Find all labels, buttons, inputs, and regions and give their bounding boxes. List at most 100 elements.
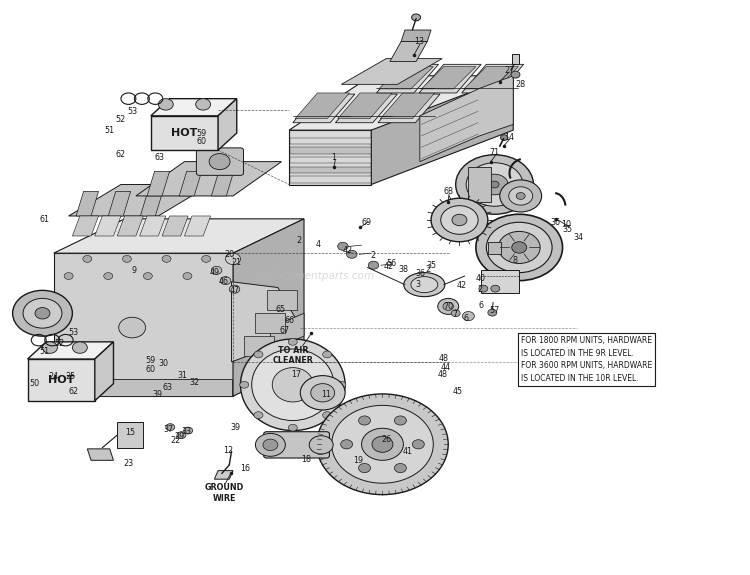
Circle shape — [438, 298, 459, 315]
Text: 2: 2 — [370, 251, 375, 260]
Circle shape — [498, 231, 540, 263]
Circle shape — [82, 255, 92, 262]
Circle shape — [478, 285, 488, 292]
Text: 18: 18 — [302, 455, 311, 463]
FancyBboxPatch shape — [196, 148, 244, 175]
Circle shape — [368, 261, 379, 269]
Circle shape — [64, 273, 73, 279]
Text: 21: 21 — [232, 258, 242, 267]
Circle shape — [263, 439, 278, 451]
Text: 62: 62 — [69, 387, 79, 396]
Text: 42: 42 — [457, 281, 466, 290]
Circle shape — [184, 427, 193, 434]
Circle shape — [220, 277, 231, 285]
Polygon shape — [335, 94, 398, 122]
Circle shape — [413, 440, 424, 449]
Polygon shape — [233, 219, 304, 396]
Polygon shape — [289, 76, 513, 130]
Ellipse shape — [411, 277, 438, 293]
Text: 26: 26 — [381, 435, 392, 444]
Circle shape — [512, 242, 526, 253]
Text: 8: 8 — [512, 255, 517, 264]
Polygon shape — [341, 59, 442, 85]
Polygon shape — [69, 185, 211, 216]
Text: 25: 25 — [65, 372, 75, 381]
Circle shape — [490, 285, 500, 292]
Text: 19: 19 — [353, 456, 364, 465]
Text: 52: 52 — [115, 116, 125, 124]
Circle shape — [300, 375, 345, 410]
FancyBboxPatch shape — [264, 432, 329, 458]
Circle shape — [509, 187, 532, 205]
Circle shape — [452, 214, 467, 226]
Circle shape — [118, 317, 146, 338]
Polygon shape — [151, 99, 237, 116]
Polygon shape — [54, 219, 304, 253]
Circle shape — [358, 416, 370, 425]
Circle shape — [177, 432, 186, 439]
Polygon shape — [464, 67, 518, 89]
Polygon shape — [376, 64, 439, 93]
Circle shape — [490, 181, 499, 188]
Text: 51: 51 — [105, 126, 115, 135]
Circle shape — [240, 381, 249, 388]
Text: 53: 53 — [127, 107, 137, 116]
Circle shape — [35, 308, 50, 319]
Text: 48: 48 — [437, 370, 447, 379]
Polygon shape — [371, 76, 513, 185]
Circle shape — [162, 255, 171, 262]
Polygon shape — [117, 216, 143, 236]
Polygon shape — [267, 290, 296, 310]
Text: 69: 69 — [362, 218, 372, 227]
Polygon shape — [108, 191, 130, 216]
Circle shape — [104, 273, 112, 279]
Text: 11: 11 — [321, 390, 331, 399]
Text: 38: 38 — [398, 265, 409, 274]
Text: 6: 6 — [478, 301, 484, 310]
Polygon shape — [147, 171, 170, 196]
Text: 66: 66 — [284, 316, 294, 325]
Text: 36: 36 — [550, 218, 561, 227]
Polygon shape — [378, 94, 440, 122]
Text: 6: 6 — [464, 315, 469, 324]
Circle shape — [466, 163, 523, 206]
Circle shape — [346, 250, 357, 258]
Circle shape — [394, 463, 406, 473]
Text: 44: 44 — [440, 363, 450, 372]
Polygon shape — [54, 253, 233, 396]
Circle shape — [337, 381, 346, 388]
Polygon shape — [244, 336, 274, 356]
Text: 23: 23 — [123, 459, 134, 468]
Polygon shape — [422, 67, 476, 89]
Polygon shape — [94, 216, 121, 236]
Circle shape — [358, 463, 370, 473]
Text: 20: 20 — [224, 250, 234, 259]
Text: 7: 7 — [452, 310, 458, 319]
Text: 62: 62 — [116, 150, 126, 159]
Text: 9: 9 — [132, 266, 137, 275]
Text: 2: 2 — [478, 285, 483, 294]
Text: 4: 4 — [316, 240, 321, 248]
Polygon shape — [379, 67, 433, 89]
Ellipse shape — [272, 367, 314, 402]
Text: 42: 42 — [383, 262, 394, 271]
Circle shape — [322, 412, 332, 419]
Text: 32: 32 — [189, 378, 200, 387]
Circle shape — [166, 424, 175, 431]
Polygon shape — [94, 342, 113, 401]
Circle shape — [412, 14, 421, 21]
Polygon shape — [256, 313, 285, 333]
Text: 1: 1 — [332, 152, 337, 162]
Circle shape — [309, 436, 333, 454]
Circle shape — [158, 99, 173, 110]
Polygon shape — [136, 162, 281, 196]
Text: 59: 59 — [196, 128, 207, 137]
Text: 13: 13 — [414, 37, 424, 46]
Circle shape — [431, 198, 488, 241]
Polygon shape — [290, 137, 370, 144]
Circle shape — [340, 440, 352, 449]
Polygon shape — [117, 422, 143, 448]
Text: 31: 31 — [177, 370, 188, 380]
Text: 29: 29 — [175, 432, 185, 441]
Polygon shape — [419, 64, 481, 93]
